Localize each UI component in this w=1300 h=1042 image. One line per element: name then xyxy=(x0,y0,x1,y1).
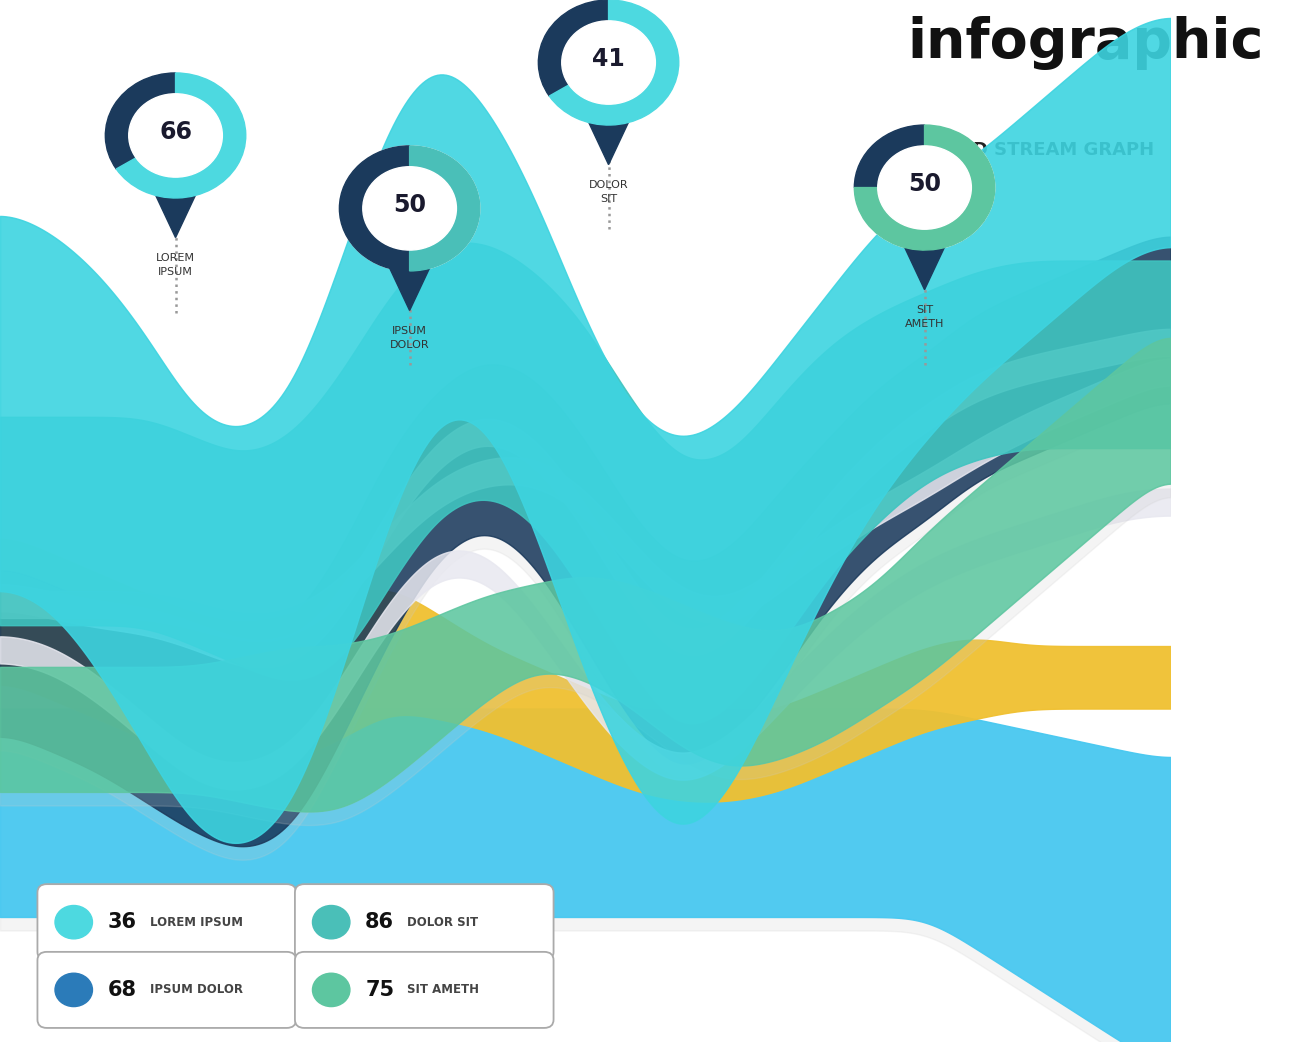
Wedge shape xyxy=(116,73,246,198)
Wedge shape xyxy=(550,0,679,125)
Text: IPSUM DOLOR: IPSUM DOLOR xyxy=(150,984,243,996)
Polygon shape xyxy=(389,266,430,311)
FancyBboxPatch shape xyxy=(38,952,296,1027)
Wedge shape xyxy=(339,146,410,271)
FancyBboxPatch shape xyxy=(295,884,554,961)
Circle shape xyxy=(105,73,246,198)
Text: infographic: infographic xyxy=(907,16,1264,70)
Text: 66: 66 xyxy=(159,120,192,145)
Text: 50: 50 xyxy=(393,193,426,218)
Circle shape xyxy=(363,167,456,250)
Text: 36: 36 xyxy=(108,912,136,933)
Text: DOLOR SIT: DOLOR SIT xyxy=(407,916,478,928)
Polygon shape xyxy=(155,193,196,238)
Wedge shape xyxy=(105,73,176,169)
Text: SORTED STREAM GRAPH: SORTED STREAM GRAPH xyxy=(907,141,1154,158)
Circle shape xyxy=(129,94,222,177)
Circle shape xyxy=(538,0,679,125)
Circle shape xyxy=(312,973,350,1007)
Text: SIT AMETH: SIT AMETH xyxy=(407,984,480,996)
Text: IPSUM
DOLOR: IPSUM DOLOR xyxy=(390,326,429,350)
FancyBboxPatch shape xyxy=(38,884,296,961)
Text: 68: 68 xyxy=(108,979,136,1000)
Text: 86: 86 xyxy=(365,912,394,933)
Text: LOREM IPSUM: LOREM IPSUM xyxy=(150,916,243,928)
Circle shape xyxy=(878,146,971,229)
Wedge shape xyxy=(410,146,480,271)
Circle shape xyxy=(312,905,350,939)
Text: LOREM
IPSUM: LOREM IPSUM xyxy=(156,253,195,277)
Circle shape xyxy=(854,125,994,250)
Text: 50: 50 xyxy=(907,172,941,197)
Polygon shape xyxy=(588,120,629,165)
Circle shape xyxy=(55,973,92,1007)
Polygon shape xyxy=(903,245,945,290)
Wedge shape xyxy=(854,125,994,250)
Wedge shape xyxy=(538,0,608,96)
Text: SIT
AMETH: SIT AMETH xyxy=(905,305,944,329)
FancyBboxPatch shape xyxy=(295,952,554,1027)
Text: 75: 75 xyxy=(365,979,394,1000)
Circle shape xyxy=(339,146,480,271)
Circle shape xyxy=(55,905,92,939)
Text: 41: 41 xyxy=(593,47,625,72)
Circle shape xyxy=(562,21,655,104)
Wedge shape xyxy=(854,125,924,188)
Text: DOLOR
SIT: DOLOR SIT xyxy=(589,180,628,204)
